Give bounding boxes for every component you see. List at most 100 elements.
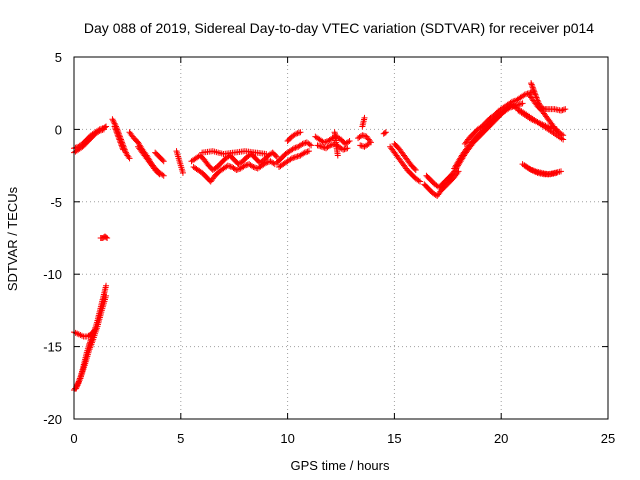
axes: 0 5 10 15 20 25 5 0 -5 -10 -15 -20	[43, 50, 615, 446]
data-point	[117, 140, 124, 147]
data-point	[117, 139, 124, 146]
data-point	[103, 282, 110, 289]
data-point	[116, 136, 123, 143]
data-point	[156, 171, 163, 178]
data-point	[179, 169, 186, 176]
data-point	[530, 85, 537, 92]
data-point	[528, 80, 535, 87]
x-tick-label: 15	[387, 431, 401, 446]
data-point	[306, 141, 313, 148]
data-point	[118, 142, 125, 149]
data-point	[103, 234, 110, 241]
data-point	[334, 152, 341, 159]
data-track	[111, 123, 127, 153]
data-track	[97, 233, 111, 241]
plot-frame	[73, 56, 609, 420]
data-track	[199, 148, 270, 158]
x-axis-label: GPS time / hours	[291, 458, 390, 473]
data-point	[100, 126, 107, 133]
data-point	[528, 81, 535, 88]
data-point	[287, 156, 294, 163]
data-point	[412, 166, 419, 173]
data-point	[529, 82, 536, 89]
data-point	[112, 124, 119, 131]
data-point	[263, 151, 270, 158]
y-tick-label: -15	[43, 340, 62, 355]
data-point	[272, 152, 279, 159]
data-point	[159, 157, 166, 164]
data-point	[308, 142, 315, 149]
data-point	[113, 127, 120, 134]
data-point	[95, 128, 102, 135]
data-track	[515, 107, 560, 133]
data-point	[532, 93, 539, 100]
data-point	[325, 143, 332, 150]
data-point	[361, 114, 368, 121]
data-track	[276, 148, 312, 171]
data-track	[135, 143, 163, 178]
data-track	[359, 114, 368, 130]
data-track	[173, 148, 186, 176]
x-tick-label: 0	[70, 431, 77, 446]
x-tick-label: 5	[177, 431, 184, 446]
data-point	[381, 130, 388, 137]
data-point	[119, 145, 126, 152]
data-point	[122, 149, 129, 156]
data-point	[558, 131, 565, 138]
data-point	[382, 129, 389, 136]
data-point	[344, 145, 351, 152]
data-track	[331, 129, 341, 159]
x-tick-label: 10	[280, 431, 294, 446]
chart-title: Day 088 of 2019, Sidereal Day-to-day VTE…	[84, 20, 594, 36]
data-point	[249, 163, 255, 170]
data-point	[366, 137, 373, 144]
data-track	[357, 140, 372, 150]
data-track	[190, 158, 278, 185]
data-point	[116, 137, 123, 144]
data-point	[119, 143, 126, 150]
data-point	[110, 117, 117, 124]
data-point	[120, 146, 127, 153]
data-point	[415, 177, 422, 184]
data-point	[346, 137, 353, 144]
data-point	[297, 129, 304, 136]
data-point	[553, 169, 560, 176]
y-tick-label: 0	[55, 122, 62, 137]
data-point	[273, 153, 280, 160]
data-point	[111, 123, 118, 130]
data-point	[126, 155, 133, 162]
plot-area	[71, 80, 569, 394]
data-point	[291, 131, 298, 138]
data-point	[529, 84, 536, 91]
data-track	[387, 143, 424, 185]
data-track	[380, 129, 389, 137]
data-point	[532, 91, 539, 98]
data-point	[531, 90, 538, 97]
data-point	[345, 138, 352, 145]
data-point	[115, 133, 122, 140]
data-point	[104, 235, 111, 241]
data-point	[114, 130, 121, 137]
data-point	[417, 178, 424, 185]
data-track	[521, 162, 560, 178]
data-track	[355, 132, 374, 146]
y-axis-label: SDTVAR / TECUs	[5, 186, 20, 291]
data-point	[109, 116, 116, 123]
data-track	[284, 129, 304, 144]
data-point	[520, 92, 527, 99]
data-point	[112, 126, 119, 133]
data-point	[160, 172, 167, 179]
data-point	[531, 88, 538, 95]
y-tick-label: -10	[43, 267, 62, 282]
data-point	[533, 94, 540, 101]
grid	[74, 57, 608, 419]
data-point	[125, 153, 132, 160]
data-track	[71, 126, 107, 156]
data-point	[364, 141, 371, 148]
data-point	[114, 132, 121, 139]
data-point	[155, 170, 162, 177]
x-tick-label: 20	[494, 431, 508, 446]
data-point	[110, 119, 117, 126]
data-point	[298, 141, 305, 148]
data-point	[411, 165, 418, 172]
